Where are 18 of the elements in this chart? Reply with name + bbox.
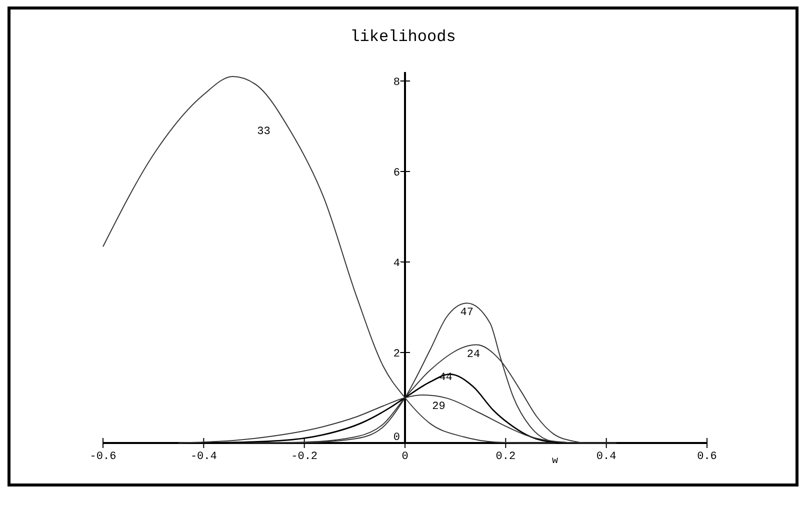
series-label: 29 bbox=[432, 401, 446, 414]
y-tick-label: 2 bbox=[393, 348, 400, 360]
series-label: 33 bbox=[257, 126, 270, 138]
x-tick-label: 0.2 bbox=[496, 451, 516, 463]
x-axis-title: w bbox=[552, 456, 558, 467]
x-tick-label: -0.6 bbox=[90, 451, 116, 463]
x-tick-label: -0.2 bbox=[291, 451, 318, 463]
x-tick-label: 0.4 bbox=[596, 451, 617, 463]
y-tick-label: 4 bbox=[393, 258, 400, 270]
y-tick-label: 0 bbox=[393, 432, 400, 444]
y-tick-label: 6 bbox=[393, 168, 400, 180]
series-label: 47 bbox=[460, 307, 474, 320]
x-tick-label: 0 bbox=[402, 451, 408, 463]
series-label: 24 bbox=[466, 348, 480, 361]
x-tick-label: -0.4 bbox=[190, 451, 218, 463]
y-tick-label: 8 bbox=[393, 77, 400, 89]
chart-title: likelihoods bbox=[350, 28, 456, 46]
x-tick-label: 0.6 bbox=[697, 451, 717, 463]
